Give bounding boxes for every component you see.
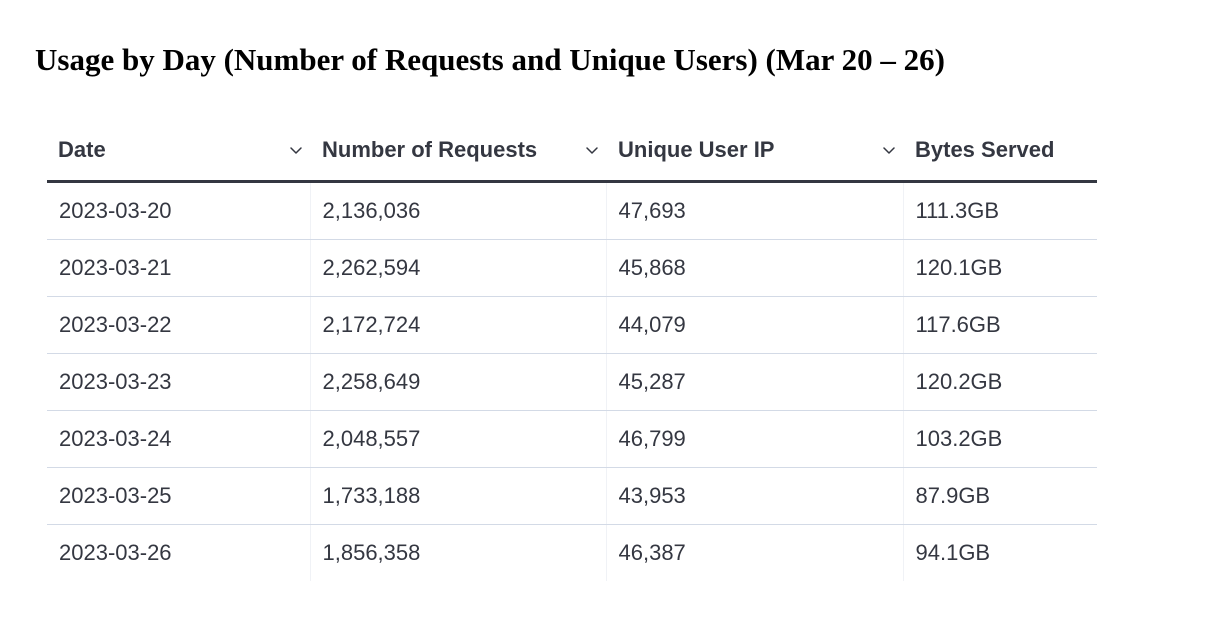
date-cell: 2023-03-26 [59, 540, 172, 565]
column-header-label: Bytes Served [915, 137, 1055, 162]
date-cell: 2023-03-24 [47, 410, 310, 468]
table-row: 2023-03-25 1,733,188 43,953 87.9GB [47, 467, 1097, 525]
requests-cell: 2,136,036 [309, 181, 606, 240]
usage-table: Date Number of Requests [47, 120, 1097, 581]
column-header-label: Unique User IP [618, 137, 775, 162]
bytes-cell: 117.6GB [902, 296, 1097, 354]
table-header-row: Date Number of Requests [47, 120, 1097, 183]
bytes-cell: 120.2GB [902, 353, 1097, 411]
date-cell: 2023-03-22 [47, 296, 310, 354]
column-header-label: Number of Requests [322, 137, 538, 162]
unique-ip-cell: 45,868 [605, 239, 903, 297]
chevron-down-icon[interactable] [584, 142, 600, 158]
bytes-cell: 87.9GB [902, 467, 1097, 525]
date-cell: 2023-03-23 [47, 353, 310, 411]
table-row: 2023-03-23 2,258,649 45,287 120.2GB [47, 353, 1097, 411]
column-header-label: Date [58, 137, 106, 162]
bytes-cell: 120.1GB [902, 239, 1097, 297]
unique-ip-cell: 46,799 [605, 410, 903, 468]
bytes-cell: 103.2GB [902, 410, 1097, 468]
date-cell: 2023-03-20 [47, 181, 310, 240]
column-header-number-of-requests[interactable]: Number of Requests [310, 120, 606, 183]
chevron-down-icon[interactable] [288, 142, 304, 158]
table-row: 2023-03-26 1,856,358 46,387 94.1GB [47, 524, 1097, 581]
bytes-cell: 94.1GB [902, 524, 1097, 581]
page-title: Usage by Day (Number of Requests and Uni… [35, 42, 945, 77]
column-header-bytes-served[interactable]: Bytes Served [903, 120, 1097, 183]
table-row: 2023-03-20 2,136,036 47,693 111.3GB [47, 181, 1097, 240]
unique-ip-cell: 47,693 [605, 181, 903, 240]
column-header-date[interactable]: Date [47, 120, 310, 183]
table-row: 2023-03-21 2,262,594 45,868 120.1GB [47, 239, 1097, 297]
usage-table-panel: Date Number of Requests [36, 120, 1098, 581]
unique-ip-cell: 45,287 [605, 353, 903, 411]
requests-cell: 2,172,724 [309, 296, 606, 354]
unique-ip-cell: 44,079 [605, 296, 903, 354]
requests-cell: 2,048,557 [309, 410, 606, 468]
table-row: 2023-03-24 2,048,557 46,799 103.2GB [47, 410, 1097, 468]
column-header-unique-user-ip[interactable]: Unique User IP [606, 120, 903, 183]
date-cell: 2023-03-25 [47, 467, 310, 525]
table-row: 2023-03-22 2,172,724 44,079 117.6GB [47, 296, 1097, 354]
requests-cell: 2,262,594 [309, 239, 606, 297]
requests-cell: 1,733,188 [309, 467, 606, 525]
date-cell: 2023-03-21 [47, 239, 310, 297]
chevron-down-icon[interactable] [881, 142, 897, 158]
unique-ip-cell: 46,387 [605, 524, 903, 581]
bytes-cell: 111.3GB [902, 181, 1097, 240]
unique-ip-cell: 43,953 [605, 467, 903, 525]
requests-cell: 1,856,358 [309, 524, 606, 581]
requests-cell: 2,258,649 [309, 353, 606, 411]
